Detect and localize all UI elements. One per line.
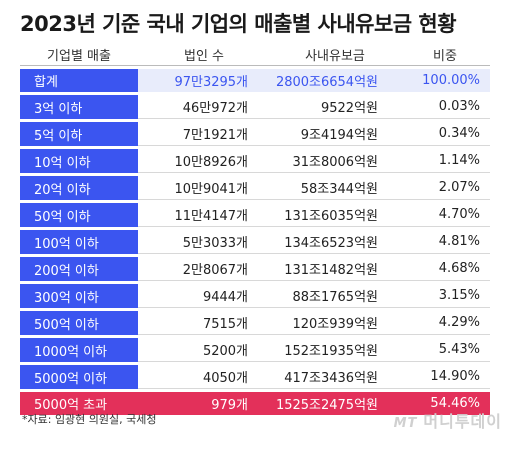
row-category: 50억 이하 <box>20 203 138 227</box>
row-category: 5000억 초과 <box>20 392 138 415</box>
row-category: 10억 이하 <box>20 149 138 173</box>
row-count: 97만3295개 <box>138 69 270 92</box>
header-share: 비중 <box>400 43 490 66</box>
row-share: 0.34% <box>400 122 490 146</box>
logo-name: 머니투데이 <box>423 412 502 431</box>
row-share: 1.14% <box>400 149 490 173</box>
row-share: 4.81% <box>400 230 490 254</box>
row-count: 10만9041개 <box>138 176 270 200</box>
row-retained: 9조4194억원 <box>270 122 400 146</box>
row-share: 14.90% <box>400 365 490 389</box>
row-count: 46만972개 <box>138 95 270 119</box>
row-share: 0.03% <box>400 95 490 119</box>
publisher-logo: MT 머니투데이 <box>394 408 502 432</box>
row-count: 5200개 <box>138 338 270 362</box>
row-retained: 152조1935억원 <box>270 338 400 362</box>
header-retained: 사내유보금 <box>270 43 400 66</box>
row-category: 20억 이하 <box>20 176 138 200</box>
row-category: 5000억 이하 <box>20 365 138 389</box>
row-retained: 1525조2475억원 <box>270 392 400 415</box>
table-row: 5000억 초과 979개 1525조2475억원 54.46% <box>20 392 490 415</box>
table-body: 합계 97만3295개 2800조6654억원 100.00% 3억 이하 46만972개… <box>20 69 490 415</box>
row-category: 1000억 이하 <box>20 338 138 362</box>
row-retained: 417조3436억원 <box>270 365 400 389</box>
row-count: 5만3033개 <box>138 230 270 254</box>
row-retained: 31조8006억원 <box>270 149 400 173</box>
retained-earnings-table: 기업별 매출 법인 수 사내유보금 비중 합계 97만3295개 2800조6654… <box>20 40 490 418</box>
row-share: 4.70% <box>400 203 490 227</box>
row-count: 2만8067개 <box>138 257 270 281</box>
source-note: *자료: 임광현 의원실, 국세청 <box>22 413 157 426</box>
table-row: 50억 이하 11만4147개 131조6035억원 4.70% <box>20 203 490 227</box>
page-title: 2023년 기준 국내 기업의 매출별 사내유보금 현황 <box>20 12 457 36</box>
row-category: 5억 이하 <box>20 122 138 146</box>
row-share: 5.43% <box>400 338 490 362</box>
table-row: 합계 97만3295개 2800조6654억원 100.00% <box>20 69 490 92</box>
row-category: 200억 이하 <box>20 257 138 281</box>
row-category: 3억 이하 <box>20 95 138 119</box>
row-count: 7515개 <box>138 311 270 335</box>
row-category: 300억 이하 <box>20 284 138 308</box>
table-row: 300억 이하 9444개 88조1765억원 3.15% <box>20 284 490 308</box>
row-count: 11만4147개 <box>138 203 270 227</box>
row-retained: 9522억원 <box>270 95 400 119</box>
row-count: 9444개 <box>138 284 270 308</box>
row-share: 2.07% <box>400 176 490 200</box>
table-row: 5억 이하 7만1921개 9조4194억원 0.34% <box>20 122 490 146</box>
row-share: 4.68% <box>400 257 490 281</box>
table-row: 5000억 이하 4050개 417조3436억원 14.90% <box>20 365 490 389</box>
row-category: 100억 이하 <box>20 230 138 254</box>
row-retained: 88조1765억원 <box>270 284 400 308</box>
row-count: 10만8926개 <box>138 149 270 173</box>
row-count: 4050개 <box>138 365 270 389</box>
row-share: 4.29% <box>400 311 490 335</box>
row-share: 100.00% <box>400 69 490 92</box>
table-row: 500억 이하 7515개 120조939억원 4.29% <box>20 311 490 335</box>
table-row: 3억 이하 46만972개 9522억원 0.03% <box>20 95 490 119</box>
row-category: 합계 <box>20 69 138 92</box>
row-retained: 131조1482억원 <box>270 257 400 281</box>
table-row: 10억 이하 10만8926개 31조8006억원 1.14% <box>20 149 490 173</box>
row-retained: 120조939억원 <box>270 311 400 335</box>
header-category: 기업별 매출 <box>20 43 138 66</box>
table-row: 100억 이하 5만3033개 134조6523억원 4.81% <box>20 230 490 254</box>
row-retained: 131조6035억원 <box>270 203 400 227</box>
header-count: 법인 수 <box>138 43 270 66</box>
table-row: 20억 이하 10만9041개 58조344억원 2.07% <box>20 176 490 200</box>
logo-mt: MT <box>393 416 418 431</box>
table-header-row: 기업별 매출 법인 수 사내유보금 비중 <box>20 43 490 66</box>
table-row: 1000억 이하 5200개 152조1935억원 5.43% <box>20 338 490 362</box>
table-row: 200억 이하 2만8067개 131조1482억원 4.68% <box>20 257 490 281</box>
row-category: 500억 이하 <box>20 311 138 335</box>
row-share: 3.15% <box>400 284 490 308</box>
row-retained: 2800조6654억원 <box>270 69 400 92</box>
row-count: 979개 <box>138 392 270 415</box>
row-share: 54.46% <box>400 392 490 415</box>
row-count: 7만1921개 <box>138 122 270 146</box>
row-retained: 134조6523억원 <box>270 230 400 254</box>
row-retained: 58조344억원 <box>270 176 400 200</box>
